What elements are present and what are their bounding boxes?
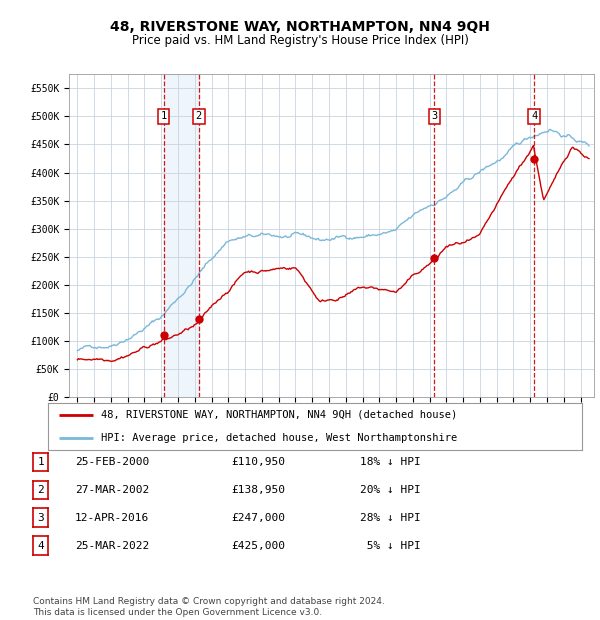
Bar <box>164 74 199 397</box>
Text: 25-MAR-2022: 25-MAR-2022 <box>75 541 149 551</box>
Text: 20% ↓ HPI: 20% ↓ HPI <box>360 485 421 495</box>
Text: Contains HM Land Registry data © Crown copyright and database right 2024.
This d: Contains HM Land Registry data © Crown c… <box>33 598 385 617</box>
Text: 3: 3 <box>37 513 44 523</box>
Text: £110,950: £110,950 <box>231 457 285 467</box>
Text: £425,000: £425,000 <box>231 541 285 551</box>
Text: 1: 1 <box>161 112 167 122</box>
Text: 4: 4 <box>531 112 537 122</box>
Text: £247,000: £247,000 <box>231 513 285 523</box>
Text: £138,950: £138,950 <box>231 485 285 495</box>
Text: 48, RIVERSTONE WAY, NORTHAMPTON, NN4 9QH: 48, RIVERSTONE WAY, NORTHAMPTON, NN4 9QH <box>110 20 490 34</box>
Text: 25-FEB-2000: 25-FEB-2000 <box>75 457 149 467</box>
Text: 48, RIVERSTONE WAY, NORTHAMPTON, NN4 9QH (detached house): 48, RIVERSTONE WAY, NORTHAMPTON, NN4 9QH… <box>101 410 458 420</box>
Text: 2: 2 <box>37 485 44 495</box>
Text: 1: 1 <box>37 457 44 467</box>
Text: 27-MAR-2002: 27-MAR-2002 <box>75 485 149 495</box>
Text: 3: 3 <box>431 112 437 122</box>
Text: 18% ↓ HPI: 18% ↓ HPI <box>360 457 421 467</box>
Text: 2: 2 <box>196 112 202 122</box>
Text: 12-APR-2016: 12-APR-2016 <box>75 513 149 523</box>
Text: 4: 4 <box>37 541 44 551</box>
Text: 28% ↓ HPI: 28% ↓ HPI <box>360 513 421 523</box>
Text: 5% ↓ HPI: 5% ↓ HPI <box>360 541 421 551</box>
Text: HPI: Average price, detached house, West Northamptonshire: HPI: Average price, detached house, West… <box>101 433 458 443</box>
Text: Price paid vs. HM Land Registry's House Price Index (HPI): Price paid vs. HM Land Registry's House … <box>131 34 469 47</box>
